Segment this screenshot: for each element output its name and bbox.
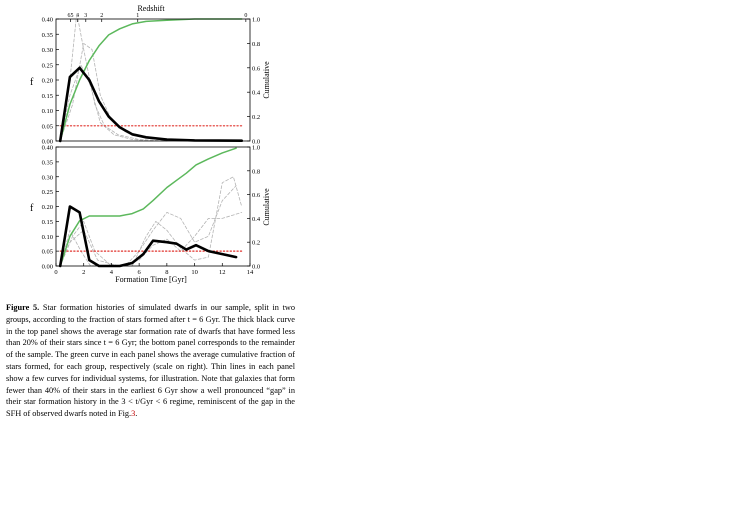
bottom-y-tick-label: 0.40: [42, 145, 53, 152]
top-right-tick-label: 0.2: [252, 114, 260, 121]
top-y-tick-label: 0.00: [42, 139, 53, 146]
bottom-y-tick-label: 0.20: [42, 204, 53, 211]
top-panel: 0.000.050.100.150.200.250.300.350.40 0.0…: [30, 12, 271, 146]
figure-reference-link[interactable]: 3: [131, 409, 136, 419]
bottom-panel-ylabel: f: [30, 203, 34, 214]
redshift-tick-label: 1: [136, 13, 139, 19]
x-tick-label: 14: [247, 269, 254, 276]
top-panel-series: [58, 12, 243, 143]
x-axis-label: Formation Time [Gyr]: [115, 275, 187, 284]
bottom-right-tick-label: 0.2: [252, 240, 260, 247]
x-tick-label: 6: [138, 269, 142, 276]
bottom-panel-series: [58, 147, 243, 268]
x-tick-label: 10: [191, 269, 198, 276]
top-y-tick-label: 0.35: [42, 32, 53, 39]
top-panel-y-ticks: 0.00 0.05 0.10 0.15 0.20 0.25 0.30 0.35 0.40: [42, 17, 59, 146]
top-y-tick-label: 0.20: [42, 78, 53, 85]
bottom-y-tick-label: 0.35: [42, 159, 53, 166]
top-y-tick-label: 0.25: [42, 62, 53, 69]
caption-label: Figure 5.: [6, 303, 40, 312]
redshift-tick-label: 0: [244, 13, 247, 19]
top-panel-right-ticks: 0.0 0.2 0.4 0.6 0.8 1.0: [247, 17, 261, 146]
bottom-y-tick-label: 0.05: [42, 249, 53, 256]
bottom-y-tick-label: 0.25: [42, 189, 53, 196]
top-y-tick-label: 0.10: [42, 108, 53, 115]
bottom-right-tick-label: 0.4: [252, 216, 261, 223]
bottom-y-tick-label: 0.30: [42, 174, 53, 181]
redshift-tick-label: 65: [68, 13, 74, 19]
redshift-tick-label: 2: [100, 13, 103, 19]
bottom-panel-x-ticks: 0 2 4 6 8 10 12 14: [54, 263, 254, 276]
top-series-green-cumulative-1: [59, 18, 243, 142]
top-series-gray-dashed-4: [59, 43, 168, 142]
bottom-panel: 0.000.050.100.150.200.250.300.350.40 0.0…: [30, 145, 271, 277]
top-series-gray-dashed-3: [59, 12, 168, 142]
caption-end: .: [135, 409, 138, 419]
x-tick-label: 0: [54, 269, 57, 276]
top-right-tick-label: 0.4: [252, 90, 261, 97]
bottom-y-tick-label: 0.15: [42, 219, 53, 226]
x-tick-label: 8: [165, 269, 168, 276]
bottom-panel-y-ticks: 0.00 0.05 0.10 0.15 0.20 0.25 0.30 0.35 0.40: [42, 145, 59, 271]
top-y-tick-label: 0.40: [42, 17, 53, 24]
top-series-gray-dashed-5: [59, 64, 154, 142]
bottom-panel-right-ticks: 0.0 0.2 0.4 0.6 0.8 1.0: [247, 145, 261, 271]
bottom-right-tick-label: 0.8: [252, 168, 260, 175]
top-right-tick-label: 0.8: [252, 41, 260, 48]
top-right-tick-label: 0.0: [252, 139, 260, 146]
bottom-panel-frame: [55, 146, 251, 267]
top-panel-right-ylabel: Cumulative: [262, 61, 271, 99]
redshift-axis-label: Redshift: [137, 4, 165, 13]
top-series-thick-black-0: [58, 66, 243, 143]
star-formation-figure: Redshift 65 4 3 2 1 0 0.000.050.100.150.200.2…: [30, 4, 271, 284]
bottom-series-gray-dashed-5: [59, 211, 243, 267]
bottom-series-green-cumulative-1: [59, 147, 237, 267]
bottom-series-gray-dashed-3: [59, 185, 237, 267]
redshift-tick-label: 3: [84, 13, 87, 19]
x-tick-label: 2: [82, 269, 85, 276]
top-right-tick-label: 0.6: [252, 65, 261, 72]
top-y-tick-label: 0.05: [42, 123, 53, 130]
top-y-tick-label: 0.15: [42, 93, 53, 100]
top-panel-ylabel: f: [30, 77, 34, 88]
top-panel-frame: [55, 18, 251, 142]
bottom-panel-right-ylabel: Cumulative: [262, 188, 271, 226]
caption-text: Star formation histories of simulated dw…: [6, 303, 296, 419]
bottom-y-tick-label: 0.10: [42, 234, 53, 241]
x-tick-label: 12: [219, 269, 226, 276]
bottom-y-tick-label: 0.00: [42, 264, 53, 271]
top-y-tick-label: 0.30: [42, 47, 53, 54]
x-tick-label: 4: [110, 269, 114, 276]
bottom-series-gray-dashed-4: [59, 176, 243, 267]
bottom-right-tick-label: 0.0: [252, 264, 260, 271]
bottom-right-tick-label: 1.0: [252, 145, 260, 152]
top-right-tick-label: 1.0: [252, 17, 260, 24]
figure-caption: Figure 5. Star formation histories of si…: [6, 302, 295, 420]
bottom-series-thick-black-0: [58, 205, 238, 268]
bottom-right-tick-label: 0.6: [252, 192, 261, 199]
